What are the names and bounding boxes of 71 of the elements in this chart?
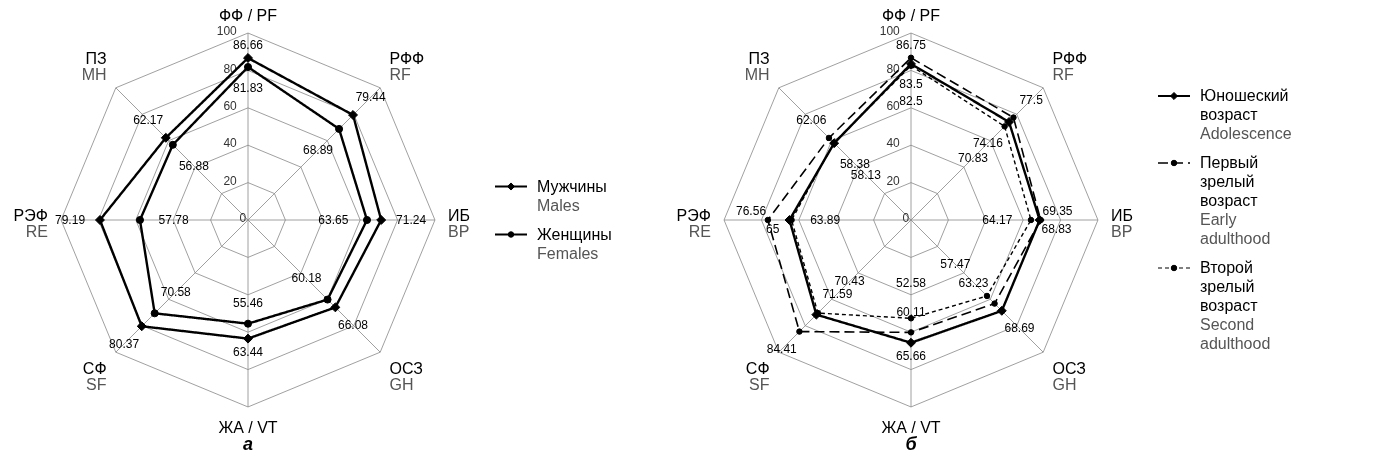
data-label: 86.66 [232,37,264,52]
data-label: 65.66 [895,348,927,363]
data-label: 65 [765,222,780,237]
text: а [242,433,254,454]
legend-label: Первый зрелый возраст Early adulthood [1200,154,1271,247]
spoke-label: ПЗ MH [81,49,107,83]
data-label: 62.06 [796,113,827,128]
data-label: 81.83 [232,80,264,95]
data-label: 77.5 [1019,92,1044,107]
data-label: 82.5 [899,94,923,109]
y-tick-label: 60 [223,98,238,113]
data-label: 63.89 [810,213,841,227]
spoke-label: ЖА / VT [881,418,941,436]
y-tick-label: 40 [886,136,901,151]
data-label: 60.11 [896,304,926,319]
data-label: 79.44 [355,90,387,105]
data-label: 56.88 [178,158,210,173]
data-label: 84.41 [766,342,798,357]
y-tick-label: 80 [886,61,901,76]
legend-label: Второй зрелый возраст Second adulthood [1200,259,1271,352]
spoke-label: ОСЗ GH [389,359,423,393]
data-label: 83.5 [899,77,923,92]
text: б [905,433,918,454]
legend-label: Юношеский возраст Adolescence [1200,87,1292,142]
data-label: 70.43 [834,274,865,289]
data-label: 60.18 [291,271,322,286]
data-label: 68.89 [302,143,334,158]
spoke-label: ИБ BP [1111,206,1134,240]
y-tick-label: 40 [223,136,238,151]
y-tick-label: 0 [902,211,910,226]
data-label: 68.69 [1004,321,1035,336]
y-tick-label: 0 [239,211,247,226]
data-label: 63.65 [318,213,349,227]
spoke-label: СФ SF [82,359,107,393]
spoke-label: РЭФ RE [676,206,711,240]
data-label: 57.47 [940,257,971,272]
data-label: 71.24 [396,213,427,227]
data-label: 68.83 [1041,222,1072,237]
data-label: 66.08 [338,318,369,333]
data-label: 52.58 [895,275,927,290]
spoke-label: ФФ / PF [218,7,278,25]
data-label: 71.59 [822,286,853,301]
y-tick-label: 100 [879,24,901,39]
spoke-label: РЭФ RE [13,206,48,240]
data-label: 80.37 [109,336,140,351]
data-label: 62.17 [133,113,164,128]
data-label: 74.16 [972,136,1004,151]
y-tick-label: 20 [223,173,238,188]
data-label: 76.56 [736,203,767,218]
data-label: 79.19 [55,213,86,227]
data-label: 64.17 [982,213,1013,227]
data-label: 55.46 [232,296,264,311]
data-label: 86.75 [895,37,927,52]
spoke-label: РФФ RF [389,49,425,83]
spoke-label: ИБ BP [448,206,471,240]
data-label: 57.78 [158,213,189,227]
data-label: 69.35 [1042,203,1073,218]
spoke-label: ЖА / VT [218,418,278,436]
legend-label: Мужчины Males [537,177,607,214]
y-tick-label: 20 [886,173,901,188]
legend-label: Женщины Females [537,225,612,262]
data-label: 63.23 [958,275,989,290]
spoke-label: ПЗ MH [744,49,770,83]
spoke-label: ОСЗ GH [1052,359,1086,393]
spoke-label: СФ SF [745,359,770,393]
spoke-label: ФФ / PF [881,7,941,25]
data-label: 70.83 [957,151,989,166]
data-label: 63.44 [232,344,264,359]
y-tick-label: 100 [216,24,238,39]
spoke-label: РФФ RF [1052,49,1088,83]
data-label: 70.58 [160,285,192,300]
